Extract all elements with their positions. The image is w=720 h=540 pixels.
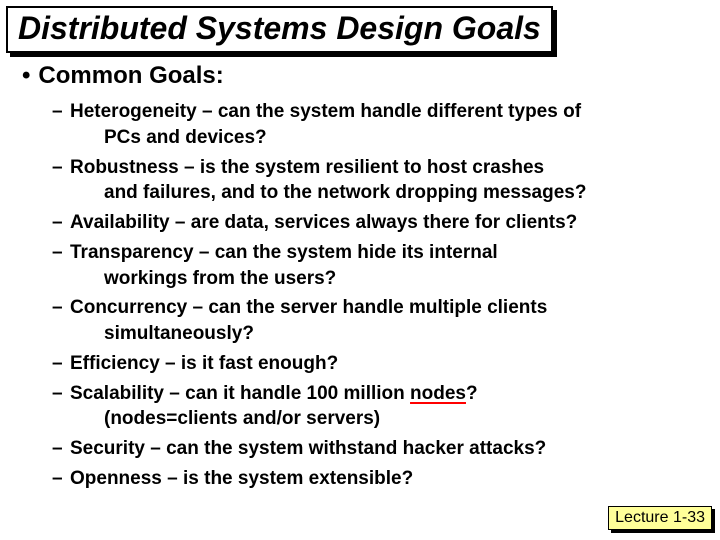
term: Security <box>70 438 145 459</box>
list-item: – Scalability – can it handle 100 millio… <box>70 382 700 406</box>
term: Transparency <box>70 242 194 263</box>
section-heading: • Common Goals: <box>22 62 224 90</box>
term: Scalability <box>70 383 164 404</box>
desc: – is the system extensible? <box>162 468 413 489</box>
list-item-cont: and failures, and to the network droppin… <box>104 181 700 205</box>
desc: – are data, services always there for cl… <box>170 212 578 233</box>
dash-icon: – <box>52 352 63 376</box>
bullet-icon: • <box>22 62 30 89</box>
list-item: – Transparency – can the system hide its… <box>70 241 700 265</box>
desc: – can it handle 100 million nodes? <box>164 383 478 404</box>
dash-icon: – <box>52 467 63 491</box>
desc: – is it fast enough? <box>160 353 338 374</box>
list-item: – Robustness – is the system resilient t… <box>70 156 700 180</box>
goals-list: – Heterogeneity – can the system handle … <box>70 100 700 497</box>
desc: – is the system resilient to host crashe… <box>179 157 544 178</box>
dash-icon: – <box>52 211 63 235</box>
desc: – can the server handle multiple clients <box>187 297 547 318</box>
list-item: – Heterogeneity – can the system handle … <box>70 100 700 124</box>
slide: Distributed Systems Design Goals • Common… <box>0 0 720 540</box>
list-item-cont: workings from the users? <box>104 267 700 291</box>
desc: – can the system withstand hacker attack… <box>145 438 546 459</box>
dash-icon: – <box>52 100 63 124</box>
slide-footer: Lecture 1-33 <box>608 506 712 530</box>
dash-icon: – <box>52 382 63 406</box>
dash-icon: – <box>52 156 63 180</box>
list-item: – Openness – is the system extensible? <box>70 467 700 491</box>
desc: – can the system hide its internal <box>194 242 498 263</box>
desc: – can the system handle different types … <box>197 101 581 122</box>
dash-icon: – <box>52 296 63 320</box>
list-item-cont: (nodes=clients and/or servers) <box>104 407 700 431</box>
dash-icon: – <box>52 241 63 265</box>
list-item: – Efficiency – is it fast enough? <box>70 352 700 376</box>
underlined-word: nodes <box>410 383 466 404</box>
section-text: Common Goals: <box>38 62 223 89</box>
list-item-cont: PCs and devices? <box>104 126 700 150</box>
slide-title: Distributed Systems Design Goals <box>6 6 553 53</box>
term: Availability <box>70 212 170 233</box>
list-item: – Availability – are data, services alwa… <box>70 211 700 235</box>
term: Openness <box>70 468 162 489</box>
dash-icon: – <box>52 437 63 461</box>
term: Concurrency <box>70 297 187 318</box>
term: Robustness <box>70 157 179 178</box>
list-item: – Security – can the system withstand ha… <box>70 437 700 461</box>
term: Heterogeneity <box>70 101 197 122</box>
list-item-cont: simultaneously? <box>104 322 700 346</box>
list-item: – Concurrency – can the server handle mu… <box>70 296 700 320</box>
term: Efficiency <box>70 353 160 374</box>
